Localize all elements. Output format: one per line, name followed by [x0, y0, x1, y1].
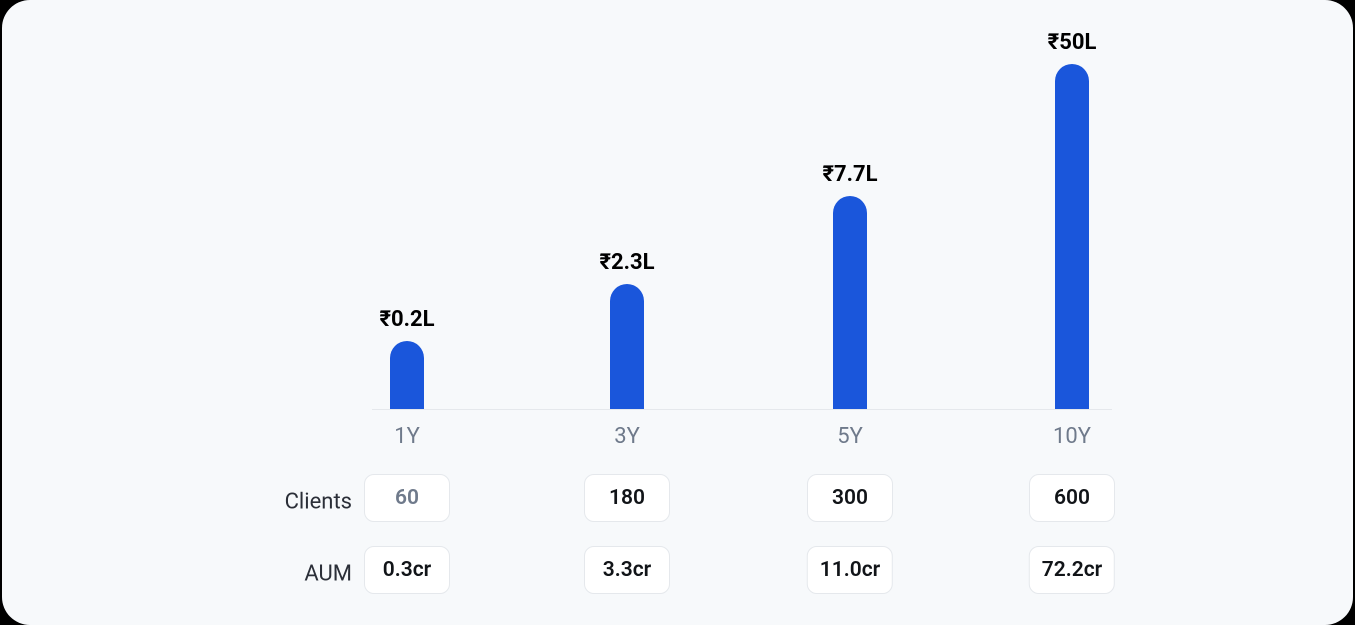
x-tick-1y: 1Y — [394, 424, 420, 449]
bar-value-5y: ₹7.7L — [822, 162, 877, 187]
pill-clients-3y: 180 — [584, 474, 670, 522]
bar-1y — [390, 341, 424, 409]
bar-col-1y: ₹0.2L — [390, 341, 424, 409]
bar-col-10y: ₹50L — [1055, 64, 1089, 409]
row-label-aum: AUM — [304, 562, 352, 587]
bar-value-10y: ₹50L — [1048, 30, 1097, 55]
bar-col-5y: ₹7.7L — [833, 196, 867, 409]
bar-10y — [1055, 64, 1089, 409]
bar-value-1y: ₹0.2L — [379, 307, 434, 332]
bar-3y — [610, 284, 644, 409]
row-label-clients: Clients — [285, 490, 352, 515]
row-aum: AUM 0.3cr 3.3cr 11.0cr 72.2cr — [372, 546, 1112, 602]
x-tick-10y: 10Y — [1053, 424, 1091, 449]
pill-aum-1y: 0.3cr — [364, 546, 450, 594]
bar-value-3y: ₹2.3L — [599, 250, 654, 275]
pill-clients-1y: 60 — [364, 474, 450, 522]
chart-card: ₹0.2L ₹2.3L ₹7.7L ₹50L 1Y 3Y 5Y 10Y Cli — [2, 0, 1353, 625]
x-tick-5y: 5Y — [837, 424, 863, 449]
pill-clients-5y: 300 — [807, 474, 893, 522]
pill-aum-10y: 72.2cr — [1029, 546, 1115, 594]
bars-area: ₹0.2L ₹2.3L ₹7.7L ₹50L — [372, 30, 1112, 410]
pill-aum-3y: 3.3cr — [584, 546, 670, 594]
chart-wrap: ₹0.2L ₹2.3L ₹7.7L ₹50L 1Y 3Y 5Y 10Y Cli — [372, 30, 1112, 602]
x-tick-3y: 3Y — [614, 424, 640, 449]
pill-aum-5y: 11.0cr — [807, 546, 893, 594]
row-clients: Clients 60 180 300 600 — [372, 474, 1112, 530]
bar-col-3y: ₹2.3L — [610, 284, 644, 409]
pill-clients-10y: 600 — [1029, 474, 1115, 522]
bar-5y — [833, 196, 867, 409]
x-axis: 1Y 3Y 5Y 10Y — [372, 410, 1112, 458]
